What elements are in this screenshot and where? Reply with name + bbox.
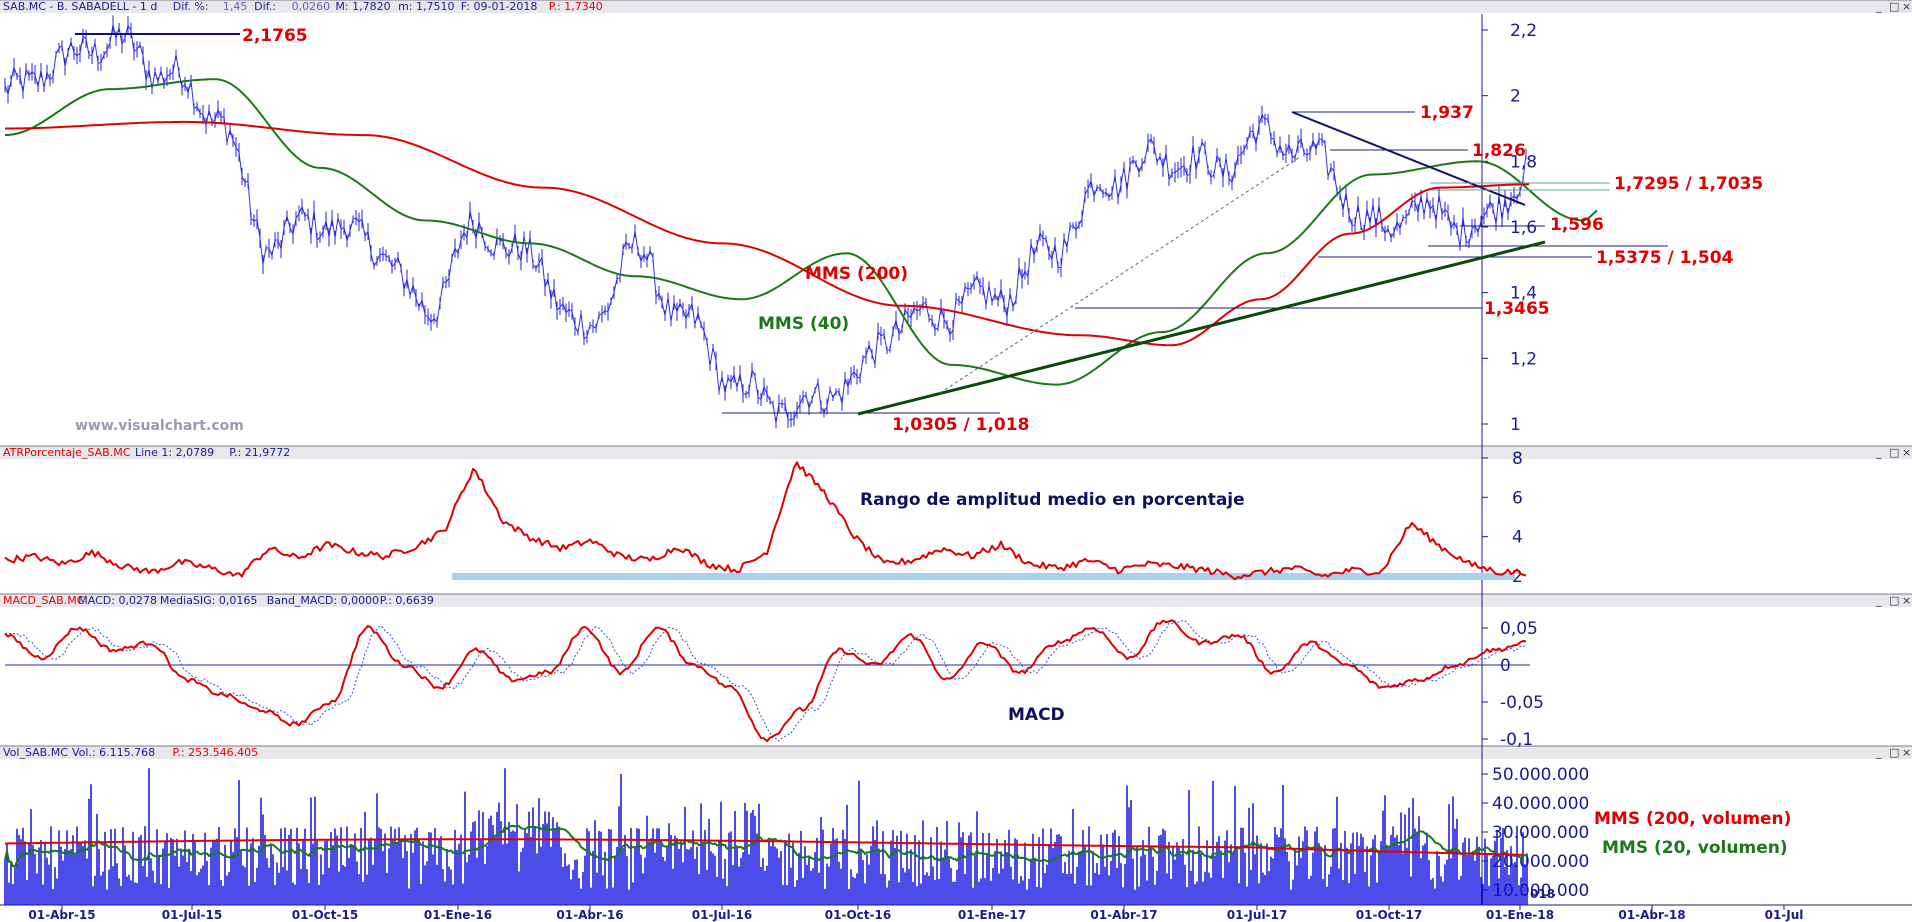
close-icon[interactable]: × xyxy=(1902,594,1911,607)
maximize-icon[interactable]: □ xyxy=(1889,0,1899,13)
y-tick-label: -0,05 xyxy=(1500,693,1544,713)
date-tick-label: 01-Oct-16 xyxy=(825,908,891,922)
panel-header-text: P.: 1,7340 xyxy=(549,0,603,13)
date-tick-label: 01-Ene-18 xyxy=(1486,908,1554,922)
date-tick-label: 01-Abr-15 xyxy=(28,908,95,922)
volume-mms200-line xyxy=(4,838,1524,856)
panel-header-text: 1,45 xyxy=(223,0,248,13)
partial-date-label: 018 xyxy=(1530,887,1555,901)
annotation-13465: 1,3465 xyxy=(1484,299,1550,319)
minimize-icon[interactable]: _ xyxy=(1875,0,1882,13)
maximize-icon[interactable]: □ xyxy=(1889,446,1899,459)
dashed-trend-line xyxy=(939,156,1301,394)
panel-header-text: Band_MACD: 0,0000 xyxy=(267,594,379,607)
close-icon[interactable]: × xyxy=(1902,746,1911,759)
date-tick-label: 01-Abr-18 xyxy=(1618,908,1685,922)
panel-header-text: MACD: 0,0278 xyxy=(78,594,157,607)
date-axis-bg xyxy=(0,905,1912,922)
y-tick-label: 1 xyxy=(1510,415,1521,435)
annotation-range: 1,7295 / 1,7035 xyxy=(1614,174,1763,194)
volume-bars xyxy=(4,768,1528,905)
label-mms200: MMS (200) xyxy=(805,264,908,284)
panel-header-text: Vol.: 6.115.768 xyxy=(72,746,155,759)
annotation-1937: 1,937 xyxy=(1420,103,1474,123)
panel-header-text: P.: 0,6639 xyxy=(380,594,434,607)
price-bars xyxy=(4,15,1527,429)
minimize-icon[interactable]: _ xyxy=(1875,746,1882,759)
panel-header-text: m: 1,7510 xyxy=(398,0,454,13)
date-tick-label: 01-Abr-17 xyxy=(1090,908,1157,922)
panel-header-text: F: 09-01-2018 xyxy=(461,0,538,13)
y-tick-label: 1,6 xyxy=(1510,218,1537,238)
y-tick-label: 40.000.000 xyxy=(1492,794,1589,814)
annotation-1826: 1,826 xyxy=(1472,141,1526,161)
maximize-icon[interactable]: □ xyxy=(1889,746,1899,759)
date-tick-label: 01-Ene-16 xyxy=(424,908,492,922)
y-tick-label: 0,05 xyxy=(1500,619,1538,639)
panel-header-bar-volume xyxy=(0,746,1912,759)
date-tick-label: 01-Oct-17 xyxy=(1356,908,1422,922)
panel-header-text: Dif. %: xyxy=(173,0,209,13)
y-tick-label: 8 xyxy=(1512,449,1523,469)
panel-header-text: M: 1,7820 xyxy=(335,0,390,13)
macd-signal-line xyxy=(5,619,1527,742)
panel-header-text: SAB.MC - B. SABADELL - 1 d xyxy=(3,0,157,13)
y-tick-label: -0,1 xyxy=(1500,730,1533,750)
date-tick-label: 01-Jul-17 xyxy=(1227,908,1287,922)
y-tick-label: 1,4 xyxy=(1510,284,1537,304)
panel-header-text: MACD_SAB.MC xyxy=(3,594,85,607)
y-tick-label: 6 xyxy=(1512,488,1523,508)
atr-line xyxy=(4,461,1527,581)
panel-header-text: Vol_SAB.MC xyxy=(3,746,68,759)
annotation-1537: 1,5375 / 1,504 xyxy=(1596,248,1734,268)
minimize-icon[interactable]: _ xyxy=(1875,446,1882,459)
volume-legend-mms20: MMS (20, volumen) xyxy=(1602,838,1788,858)
y-tick-label: 30.000.000 xyxy=(1492,823,1589,843)
maximize-icon[interactable]: □ xyxy=(1889,594,1899,607)
date-tick-label: 01-Ene-17 xyxy=(958,908,1026,922)
y-tick-label: 2,2 xyxy=(1510,21,1537,41)
date-tick-label: 01-Jul xyxy=(1765,908,1804,922)
uptrend-line xyxy=(857,240,1546,416)
watermark: www.visualchart.com xyxy=(75,418,244,434)
atr-title: Rango de amplitud medio en porcentaje xyxy=(860,490,1245,510)
macd-line xyxy=(4,619,1527,743)
annotation-high: 2,1765 xyxy=(242,26,308,46)
price-line xyxy=(4,24,1527,424)
annotation-1596: 1,596 xyxy=(1550,215,1604,235)
panel-header-bar-macd xyxy=(0,594,1912,607)
mms200-line xyxy=(5,120,1529,347)
panel-header-text: ATRPorcentaje_SAB.MC xyxy=(3,446,131,459)
y-tick-label: 4 xyxy=(1512,528,1523,548)
panel-header-text: Line 1: 2,0789 xyxy=(135,446,214,459)
date-tick-label: 01-Oct-15 xyxy=(292,908,358,922)
panel-header-bar-atr xyxy=(0,446,1912,459)
annotation-low: 1,0305 / 1,018 xyxy=(892,415,1029,435)
volume-legend-mms200: MMS (200, volumen) xyxy=(1594,809,1791,829)
close-icon[interactable]: × xyxy=(1902,446,1911,459)
atr-band xyxy=(452,573,1515,580)
mms40-line xyxy=(4,78,1598,386)
panel-header-text: Dif.: xyxy=(254,0,276,13)
panel-header-text: MediaSIG: 0,0165 xyxy=(160,594,257,607)
y-tick-label: 2 xyxy=(1510,87,1521,107)
date-tick-label: 01-Jul-15 xyxy=(162,908,222,922)
panel-header-text: 0,0260 xyxy=(292,0,331,13)
y-tick-label: 1,8 xyxy=(1510,152,1537,172)
y-tick-label: 1,2 xyxy=(1510,349,1537,369)
date-tick-label: 01-Abr-16 xyxy=(556,908,623,922)
y-tick-label: 50.000.000 xyxy=(1492,765,1589,785)
minimize-icon[interactable]: _ xyxy=(1875,594,1882,607)
panel-header-text: P.: 253.546.405 xyxy=(173,746,259,759)
close-icon[interactable]: × xyxy=(1902,0,1911,13)
y-tick-label: 2 xyxy=(1512,567,1523,587)
macd-title: MACD xyxy=(1008,705,1065,725)
date-tick-label: 01-Jul-16 xyxy=(692,908,752,922)
label-mms40: MMS (40) xyxy=(758,314,849,334)
y-tick-label: 0 xyxy=(1500,656,1511,676)
panel-header-bar-price xyxy=(0,0,1912,13)
panel-header-text: P.: 21,9772 xyxy=(229,446,290,459)
